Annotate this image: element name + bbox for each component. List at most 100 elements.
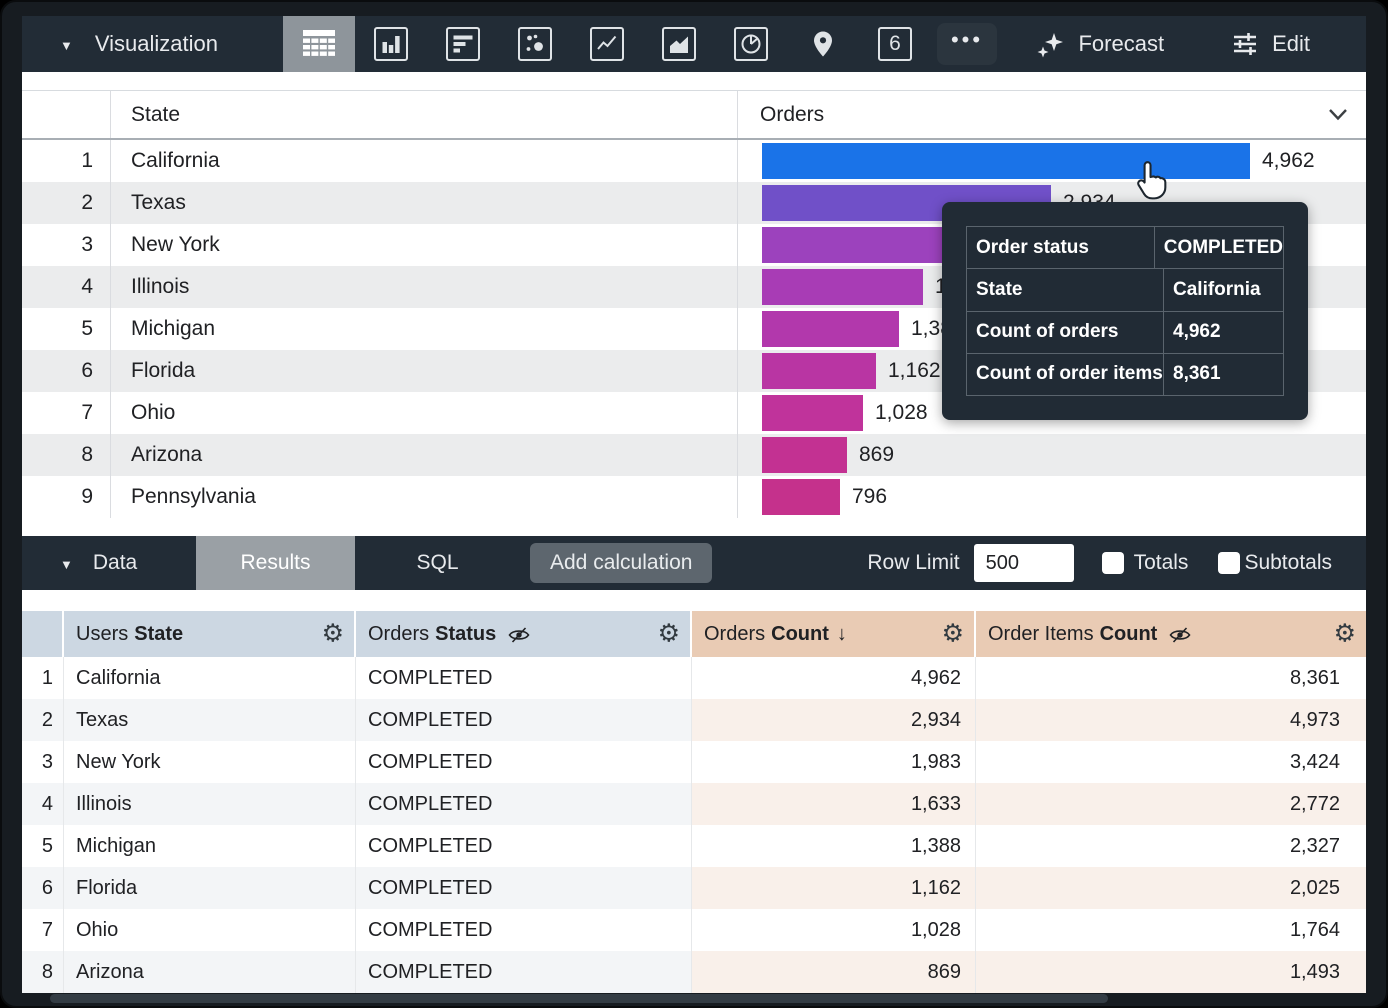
orders-bar[interactable] — [762, 269, 923, 305]
edit-button[interactable]: Edit — [1226, 30, 1316, 58]
tab-sql[interactable]: SQL — [416, 551, 459, 574]
row-index: 6 — [22, 867, 64, 909]
tooltip-row: Count of orders 4,962 — [967, 311, 1283, 354]
orders-bar[interactable] — [762, 311, 899, 347]
tab-results[interactable]: Results — [196, 536, 355, 590]
row-index: 7 — [22, 392, 111, 434]
state-column-header[interactable]: State — [111, 91, 738, 138]
row-limit-input[interactable] — [973, 544, 1074, 582]
state-cell: Florida — [64, 867, 356, 909]
status-cell: COMPLETED — [356, 825, 692, 867]
orders-count-cell: 2,934 — [692, 699, 976, 741]
line-chart-icon — [590, 27, 624, 61]
row-index: 3 — [22, 741, 64, 783]
orders-count-cell: 1,162 — [692, 867, 976, 909]
orders-bar[interactable] — [762, 395, 863, 431]
row-number-header — [22, 611, 64, 657]
state-cell: Michigan — [64, 825, 356, 867]
viz-rows: 1 California 4,962 2 Texas 2,934 — [22, 140, 1366, 518]
bar-value-label: 1,028 — [875, 401, 928, 424]
orders-count-cell: 1,028 — [692, 909, 976, 951]
collapse-triangle-icon: ▼ — [60, 37, 73, 53]
gear-icon[interactable]: ⚙ — [657, 619, 680, 648]
header-orders-status[interactable]: Orders Status ⚙ — [356, 611, 692, 657]
orders-count-cell: 1,983 — [692, 741, 976, 783]
order-items-count-cell: 3,424 — [1289, 750, 1340, 773]
header-orders-count[interactable]: Orders Count ↓ ⚙ — [692, 611, 976, 657]
state-cell: Texas — [111, 182, 738, 224]
horizontal-scrollbar-thumb[interactable] — [50, 994, 1108, 1003]
state-cell: Illinois — [64, 783, 356, 825]
pie-chart-icon — [734, 27, 768, 61]
orders-cell: 1,028 — [738, 392, 1366, 434]
edit-label: Edit — [1272, 31, 1310, 56]
header-field: Count — [1099, 622, 1158, 645]
visibility-off-icon[interactable] — [1169, 626, 1191, 644]
subtotals-checkbox[interactable] — [1218, 552, 1241, 574]
header-order-items-count[interactable]: Order Items Count ⚙ — [976, 611, 1366, 657]
viz-table-row: 9 Pennsylvania 796 — [22, 476, 1366, 518]
orders-count-cell: 4,962 — [692, 657, 976, 699]
sort-descending-icon[interactable]: ↓ — [836, 622, 847, 645]
results-rows: 1 California COMPLETED 4,962 8,361 2 Tex… — [22, 657, 1366, 993]
bar-value-label: 1,162 — [888, 359, 941, 382]
tooltip-row: Count of order items 8,361 — [967, 353, 1283, 395]
bar-value-label: 869 — [859, 443, 895, 466]
orders-count-cell: 1,633 — [692, 783, 976, 825]
chart-type-table-button[interactable] — [283, 16, 355, 72]
tooltip-value: California — [1163, 269, 1283, 311]
single-value-icon: 6 — [878, 27, 912, 61]
chart-type-scatter-button[interactable] — [499, 16, 571, 72]
sparkle-icon — [1037, 33, 1064, 58]
status-cell: COMPLETED — [356, 951, 692, 993]
chart-type-more-button[interactable]: ••• — [931, 16, 1003, 72]
visualization-section-toggle[interactable]: ▼ Visualization — [22, 16, 283, 72]
row-index: 1 — [22, 140, 111, 182]
row-limit-label: Row Limit — [867, 551, 960, 574]
chevron-down-icon[interactable] — [1328, 108, 1348, 121]
toolbar-actions: Forecast Edit — [1030, 16, 1366, 72]
add-calculation-button[interactable]: Add calculation — [530, 543, 713, 583]
order-items-count-cell: 1,493 — [976, 951, 1366, 993]
visibility-off-icon[interactable] — [508, 626, 530, 644]
hover-tooltip: Order status COMPLETED State California … — [942, 202, 1308, 420]
gear-icon[interactable]: ⚙ — [941, 619, 964, 648]
data-section-toggle[interactable]: ▼ Data — [22, 536, 196, 590]
status-cell: COMPLETED — [356, 699, 692, 741]
chart-type-column-button[interactable] — [355, 16, 427, 72]
gear-icon[interactable]: ⚙ — [321, 619, 344, 648]
forecast-button[interactable]: Forecast — [1030, 29, 1170, 59]
chart-type-area-button[interactable] — [643, 16, 715, 72]
chart-type-single-value-button[interactable]: 6 — [859, 16, 931, 72]
row-index: 4 — [22, 266, 111, 308]
tooltip-label: Order status — [976, 236, 1089, 258]
order-items-count-cell: 8,361 — [1289, 666, 1340, 689]
orders-cell: 4,962 — [738, 140, 1366, 182]
status-cell: COMPLETED — [356, 783, 692, 825]
visualization-toolbar: ▼ Visualization — [22, 16, 1366, 72]
status-cell: COMPLETED — [356, 741, 692, 783]
state-cell: Michigan — [111, 308, 738, 350]
viz-table-row: 7 Ohio 1,028 — [22, 392, 1366, 434]
orders-bar[interactable] — [762, 479, 840, 515]
totals-checkbox[interactable] — [1101, 552, 1124, 574]
bar-value-label: 796 — [852, 485, 888, 508]
orders-bar[interactable] — [762, 143, 1250, 179]
tooltip-value: COMPLETED — [1153, 227, 1283, 269]
chart-type-pie-button[interactable] — [715, 16, 787, 72]
bar-value-label: 4,962 — [1262, 149, 1315, 172]
bar-chart-icon — [446, 27, 480, 61]
orders-bar[interactable] — [762, 437, 847, 473]
gear-icon[interactable]: ⚙ — [1333, 619, 1356, 648]
chart-type-bar-button[interactable] — [427, 16, 499, 72]
results-table-row: 6 Florida COMPLETED 1,162 2,025 — [22, 867, 1366, 909]
orders-column-header[interactable]: Orders — [738, 91, 1366, 138]
orders-bar[interactable] — [762, 353, 876, 389]
chart-type-map-button[interactable] — [787, 16, 859, 72]
orders-bar[interactable] — [762, 227, 957, 263]
results-table-row: 5 Michigan COMPLETED 1,388 2,327 — [22, 825, 1366, 867]
chart-type-line-button[interactable] — [571, 16, 643, 72]
results-table-row: 4 Illinois COMPLETED 1,633 2,772 — [22, 783, 1366, 825]
row-index: 8 — [22, 434, 111, 476]
header-users-state[interactable]: Users State ⚙ — [64, 611, 356, 657]
